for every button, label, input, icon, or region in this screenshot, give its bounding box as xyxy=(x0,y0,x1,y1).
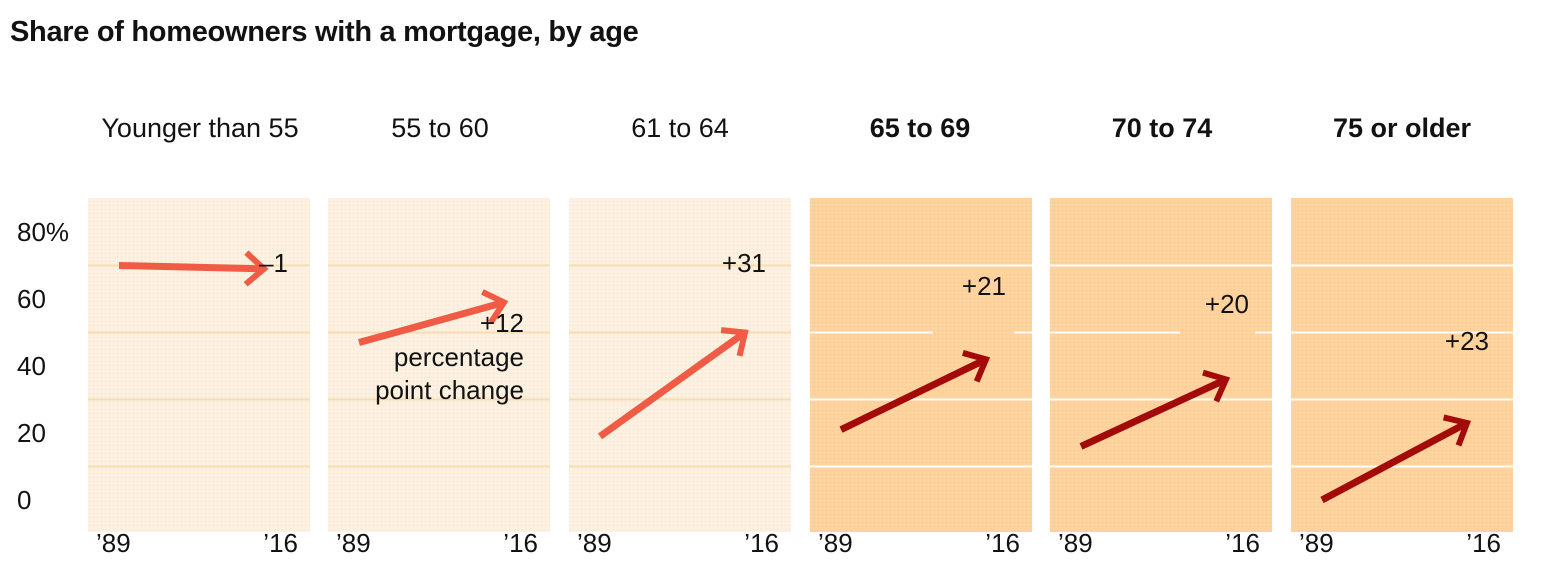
panel-background xyxy=(328,198,550,532)
change-label: +31 xyxy=(722,248,766,278)
change-arrow-head xyxy=(243,250,269,287)
y-tick-label: 20 xyxy=(17,418,46,448)
panel xyxy=(1050,198,1272,532)
change-arrow-head xyxy=(962,350,991,383)
x-tick-label: ’89 xyxy=(577,528,612,558)
panel-background xyxy=(569,198,791,532)
change-arrow-shaft xyxy=(1320,419,1469,504)
panel-title: 70 to 74 xyxy=(1112,113,1213,143)
x-tick-label: ’89 xyxy=(1058,528,1093,558)
change-label: +21 xyxy=(962,271,1006,301)
x-tick-label: ’16 xyxy=(1466,528,1501,558)
annotation-label: percentage xyxy=(394,342,524,372)
panel-title: 55 to 60 xyxy=(391,113,489,143)
change-label: +20 xyxy=(1205,289,1249,319)
y-tick-label: 80% xyxy=(17,217,69,247)
panel-title: 65 to 69 xyxy=(870,113,971,143)
x-tick-label: ’16 xyxy=(1225,528,1260,558)
x-tick-label: ’89 xyxy=(1299,528,1334,558)
panel-background xyxy=(1291,198,1513,532)
panel xyxy=(810,198,1032,532)
change-arrow-head xyxy=(1202,369,1231,403)
change-label: +12 xyxy=(480,308,524,338)
y-tick-label: 0 xyxy=(17,485,31,515)
x-tick-label: ’89 xyxy=(336,528,371,558)
x-tick-label: ’16 xyxy=(744,528,779,558)
panel xyxy=(569,198,791,532)
panel-title: 75 or older xyxy=(1333,113,1472,143)
panel-background xyxy=(810,198,1032,532)
panel xyxy=(88,198,310,532)
panel xyxy=(1291,198,1513,532)
x-tick-label: ’16 xyxy=(985,528,1020,558)
annotation-label: point change xyxy=(375,375,524,405)
x-tick-label: ’89 xyxy=(96,528,131,558)
y-tick-label: 60 xyxy=(17,284,46,314)
change-label: –1 xyxy=(259,248,288,278)
change-arrow-shaft xyxy=(358,298,505,346)
change-arrow-shaft xyxy=(597,329,748,440)
y-tick-label: 40 xyxy=(17,351,46,381)
panel-background xyxy=(1050,198,1272,532)
change-label: +23 xyxy=(1445,326,1489,356)
change-arrow-shaft xyxy=(1079,376,1228,450)
x-tick-label: ’16 xyxy=(503,528,538,558)
chart-title: Share of homeowners with a mortgage, by … xyxy=(10,16,639,48)
change-arrow-head xyxy=(720,327,749,357)
change-arrow-shaft xyxy=(839,356,988,433)
panel-background xyxy=(88,198,310,532)
x-tick-label: ’16 xyxy=(263,528,298,558)
panel xyxy=(328,198,550,532)
change-arrow-shaft xyxy=(118,262,265,273)
panel-title: Younger than 55 xyxy=(101,113,298,143)
panel-title: 61 to 64 xyxy=(631,113,729,143)
x-tick-label: ’89 xyxy=(818,528,853,558)
change-arrow-head xyxy=(481,289,509,325)
change-arrow-head xyxy=(1442,414,1472,447)
